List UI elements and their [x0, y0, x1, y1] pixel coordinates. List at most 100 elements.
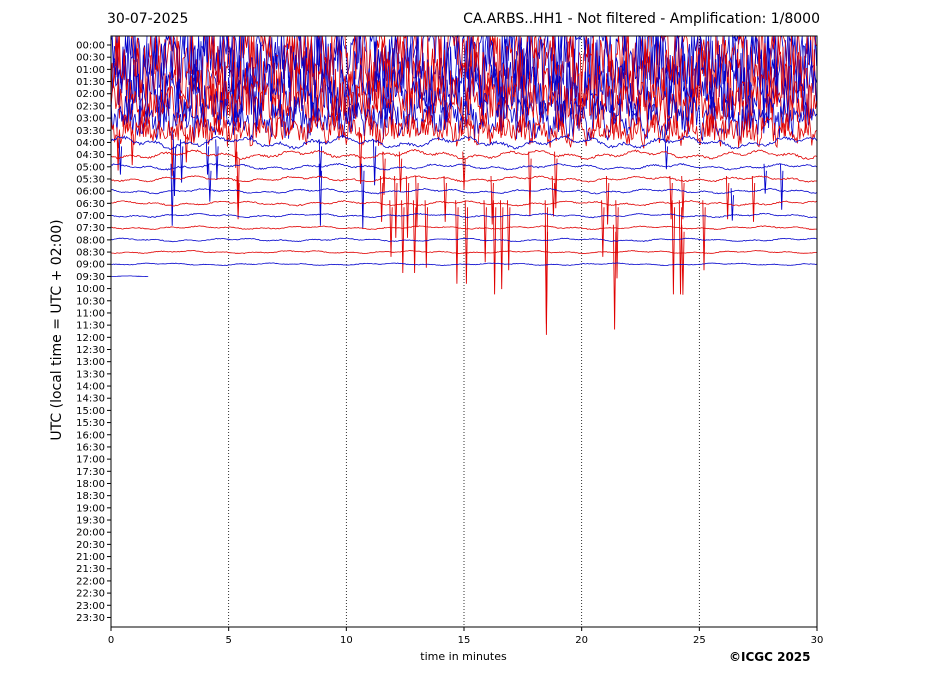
y-tick-label: 09:00 [76, 260, 105, 271]
trace-spike [544, 224, 549, 335]
trace-spike [681, 175, 685, 220]
trace-0500 [110, 163, 817, 171]
grid-lines [228, 36, 700, 627]
trace-spike [462, 151, 466, 190]
y-tick-label: 19:00 [76, 503, 105, 514]
y-tick-label: 22:30 [76, 589, 105, 600]
trace-spike [730, 188, 734, 221]
trace-spike [681, 224, 685, 295]
trace-0800 [110, 237, 817, 243]
trace-0530 [110, 175, 817, 183]
y-tick-label: 16:00 [76, 430, 105, 441]
x-tick-label: 10 [340, 635, 353, 646]
trace-spike [763, 163, 767, 194]
trace-spike [170, 163, 174, 226]
trace-spike [455, 200, 459, 284]
trace-spike [398, 151, 403, 193]
trace-0900 [111, 262, 817, 267]
trace-spike [424, 200, 428, 268]
trace-spike [401, 200, 405, 274]
trace-spike [464, 200, 469, 284]
trace-spike [358, 127, 363, 184]
y-tick-label: 09:30 [76, 272, 105, 283]
y-tick-label: 02:30 [76, 101, 105, 112]
trace-spike [605, 175, 610, 225]
trace-spike [702, 200, 706, 271]
y-tick-label: 08:30 [76, 248, 105, 259]
y-tick-label: 00:30 [76, 53, 105, 64]
y-tick-label: 16:30 [76, 442, 105, 453]
trace-0830 [110, 249, 817, 255]
trace-spike [394, 175, 398, 238]
trace-spike [443, 175, 447, 222]
trace-spike [208, 163, 212, 202]
y-tick-label: 22:00 [76, 576, 105, 587]
y-tick-label: 04:00 [76, 138, 105, 149]
trace-layer [110, 34, 817, 335]
y-tick-label: 03:00 [76, 114, 105, 125]
trace-spike [671, 200, 676, 295]
trace-spike [379, 175, 384, 222]
chart-title: CA.ARBS..HH1 - Not filtered - Amplificat… [463, 11, 820, 27]
trace-spike [500, 200, 504, 290]
y-axis-label: UTC (local time = UTC + 02:00) [49, 219, 65, 441]
y-tick-label: 19:30 [76, 516, 105, 527]
trace-spike [554, 151, 558, 209]
y-tick-label: 18:00 [76, 479, 105, 490]
trace-0330 [110, 111, 817, 149]
y-tick-label: 02:00 [76, 89, 105, 100]
trace-0600 [110, 187, 817, 195]
y-tick-label: 03:30 [76, 126, 105, 137]
y-tick-label: 07:30 [76, 223, 105, 234]
trace-spike [382, 151, 386, 195]
trace-spike [492, 200, 497, 295]
trace-spike [551, 175, 556, 217]
y-tick-label: 15:00 [76, 406, 105, 417]
trace-0730 [110, 225, 817, 231]
trace-0630 [110, 200, 817, 207]
trace-0200 [110, 53, 817, 133]
x-tick-label: 25 [693, 635, 706, 646]
trace-0430 [110, 149, 817, 160]
trace-spike [184, 127, 188, 163]
y-tick-label: 15:30 [76, 418, 105, 429]
y-tick-label: 10:30 [76, 296, 105, 307]
trace-spike [528, 151, 532, 217]
y-tick-label: 10:00 [76, 284, 105, 295]
trace-spike [179, 139, 184, 183]
x-tick-label: 20 [575, 635, 588, 646]
x-axis-label: time in minutes [420, 650, 507, 663]
y-tick-label: 06:30 [76, 199, 105, 210]
y-tick-label: 05:30 [76, 174, 105, 185]
trace-spike [215, 139, 219, 181]
trace-spike [615, 200, 619, 279]
y-tick-label: 06:00 [76, 187, 105, 198]
trace-spike [405, 175, 410, 238]
y-tick-label: 21:00 [76, 552, 105, 563]
trace-spike [664, 139, 669, 170]
trace-spike [361, 163, 365, 229]
y-tick-label: 14:30 [76, 394, 105, 405]
trace-spike [601, 200, 605, 257]
y-tick-label: 00:00 [76, 41, 105, 52]
y-tick-label: 14:00 [76, 382, 105, 393]
y-tick-label: 17:30 [76, 467, 105, 478]
y-tick-label: 12:30 [76, 345, 105, 356]
y-tick-label: 20:00 [76, 528, 105, 539]
x-tick-label: 0 [108, 635, 114, 646]
y-tick-label: 23:30 [76, 613, 105, 624]
trace-spike [372, 139, 377, 186]
y-tick-label: 21:30 [76, 564, 105, 575]
copyright-label: ©ICGC 2025 [729, 650, 811, 664]
y-tick-label: 17:00 [76, 455, 105, 466]
y-tick-label: 11:00 [76, 308, 105, 319]
trace-0400 [110, 134, 817, 150]
y-tick-label: 13:30 [76, 369, 105, 380]
trace-0300 [110, 94, 817, 142]
y-tick-label: 18:30 [76, 491, 105, 502]
y-tick-label: 13:00 [76, 357, 105, 368]
trace-spike [678, 200, 683, 295]
trace-spike [116, 127, 120, 171]
